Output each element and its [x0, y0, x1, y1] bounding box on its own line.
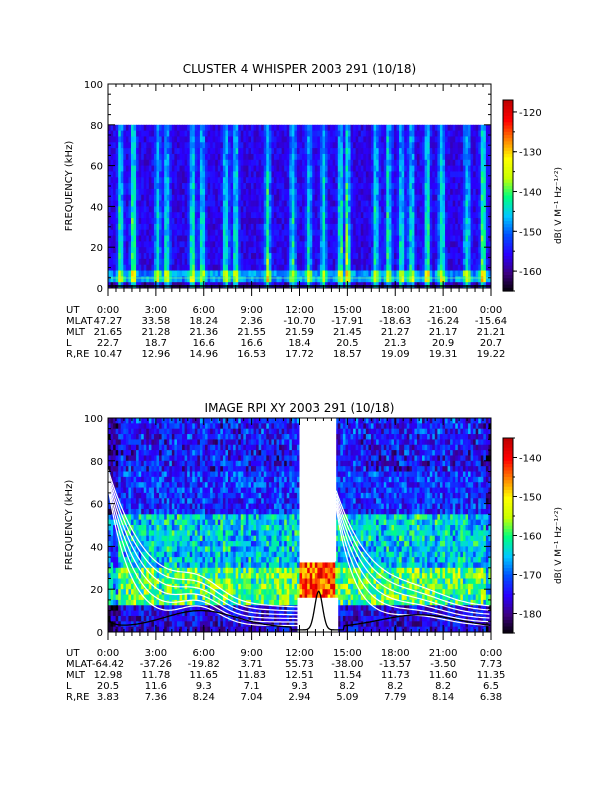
ephemeris-row-label: UT: [66, 305, 80, 316]
ephemeris-value: 0:00: [480, 305, 502, 316]
ephemeris-value: 21.65: [94, 327, 123, 338]
ephemeris-value: 19.31: [429, 349, 458, 360]
ephemeris-value: 16.6: [240, 338, 262, 349]
y-tick-label: 0: [97, 284, 103, 295]
ephemeris-value: 19.22: [477, 349, 506, 360]
ephemeris-value: 21.3: [384, 338, 406, 349]
ephemeris-value: 19.09: [381, 349, 410, 360]
colorbar-tick-label: -120: [519, 108, 542, 119]
ephemeris-value: 3:00: [145, 305, 167, 316]
ephemeris-value: 6:00: [193, 305, 215, 316]
ephemeris-value: 10.47: [94, 349, 123, 360]
colorbar-1: -120 -130 -140 -150 -160 dB( V M⁻¹ Hz⁻¹ᐟ²): [503, 100, 564, 292]
ephemeris-value: 21.17: [429, 327, 458, 338]
ephemeris-value: 21.59: [285, 327, 314, 338]
colorbar-tick-label: -140: [519, 188, 542, 199]
ephemeris-value: 20.9: [432, 338, 454, 349]
ephemeris-value: 18:00: [381, 305, 410, 316]
ephemeris-row-label: MLT: [66, 327, 86, 338]
ephemeris-value: 15:00: [333, 305, 362, 316]
colorbar-label: dB( V M⁻¹ Hz⁻¹ᐟ²): [554, 167, 564, 244]
ephemeris-value: -15.64: [475, 316, 507, 327]
ephemeris-value: 21.55: [237, 327, 266, 338]
heatmap-1: [108, 125, 492, 289]
ephemeris-value: 47.27: [94, 316, 123, 327]
ephemeris-row-label: MLAT: [66, 316, 93, 327]
y-tick-label: 20: [90, 243, 103, 254]
ephemeris-value: 21.27: [381, 327, 410, 338]
ephemeris-value: 16.53: [237, 349, 266, 360]
ephemeris-value: -16.24: [427, 316, 459, 327]
ephemeris-value: 12:00: [285, 305, 314, 316]
ephemeris-value: 9:00: [240, 305, 262, 316]
ephemeris-value: 18.24: [189, 316, 218, 327]
ephemeris-value: 14.96: [189, 349, 218, 360]
ephemeris-value: 21.36: [189, 327, 218, 338]
y-axis-label: FREQUENCY (kHz): [64, 141, 75, 232]
ephemeris-value: 18.7: [145, 338, 167, 349]
colorbar-tick-label: -160: [519, 267, 542, 278]
ephemeris-row-label: L: [66, 338, 72, 349]
y-tick-label: 100: [84, 80, 103, 91]
heatmap-2: [108, 418, 492, 633]
y-tick-label: 60: [90, 162, 103, 173]
ephemeris-value: 17.72: [285, 349, 314, 360]
colorbar-tick-label: -130: [519, 148, 542, 159]
ephemeris-value: 20.5: [336, 338, 358, 349]
y-tick-label: 80: [90, 121, 103, 132]
ephemeris-value: 12.96: [142, 349, 171, 360]
ephemeris-value: 21.28: [142, 327, 171, 338]
ephemeris-value: 22.7: [97, 338, 119, 349]
ephemeris-value: -17.91: [331, 316, 363, 327]
ephemeris-value: 20.7: [480, 338, 502, 349]
ephemeris-value: 18.4: [288, 338, 310, 349]
ephemeris-value: 21.45: [333, 327, 362, 338]
ephemeris-value: -18.63: [379, 316, 411, 327]
ephemeris-value: 0:00: [97, 305, 119, 316]
ephemeris-row-label: R,RE: [66, 349, 89, 360]
ephemeris-table-1: UT 0:00 3:00 6:00 9:00 12:00 15:00 18:00 21:00 0:…: [66, 305, 507, 360]
ephemeris-value: 21:00: [429, 305, 458, 316]
ephemeris-value: 16.6: [193, 338, 215, 349]
ephemeris-value: 21.21: [477, 327, 506, 338]
y-tick-label: 40: [90, 202, 103, 213]
ephemeris-value: 2.36: [240, 316, 262, 327]
ephemeris-value: 18.57: [333, 349, 362, 360]
ephemeris-value: -10.70: [283, 316, 315, 327]
chart-title: CLUSTER 4 WHISPER 2003 291 (10/18): [183, 62, 416, 76]
colorbar-tick-label: -150: [519, 227, 542, 238]
ephemeris-value: 33.58: [142, 316, 171, 327]
